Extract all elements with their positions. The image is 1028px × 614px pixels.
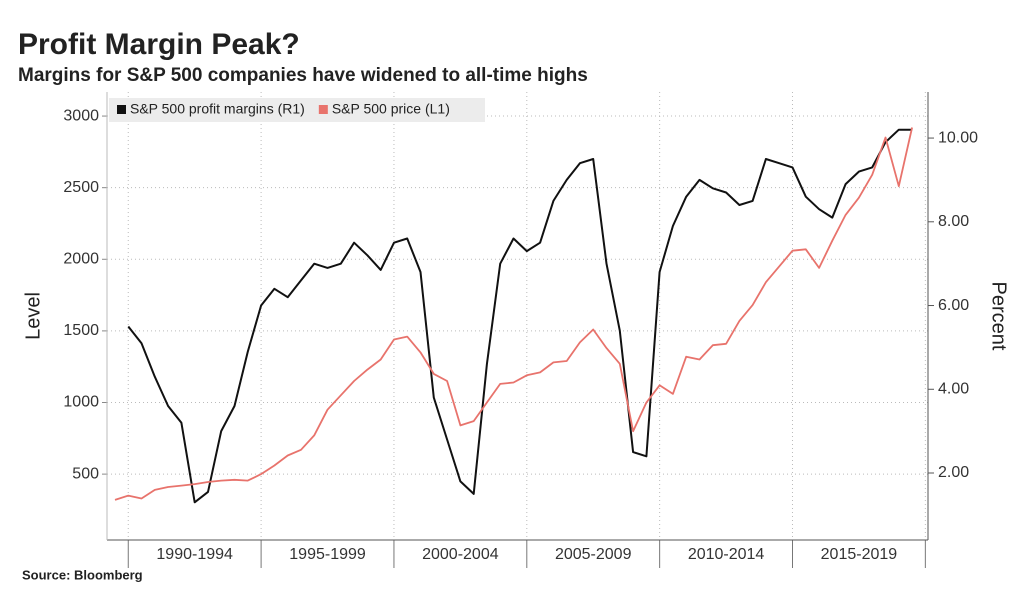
- legend-label: S&P 500 profit margins (R1): [130, 101, 305, 117]
- legend-swatch: [117, 105, 126, 114]
- y-tick-label: 500: [72, 465, 99, 482]
- y2-tick-label: 2.00: [938, 464, 969, 481]
- legend-label: S&P 500 price (L1): [332, 101, 450, 117]
- y-tick-label: 2500: [63, 179, 99, 196]
- x-tick-label: 1995-1999: [289, 546, 366, 563]
- y-tick-label: 2000: [63, 251, 99, 268]
- legend-background: [109, 98, 485, 122]
- y-tick-label: 1500: [63, 322, 99, 339]
- x-tick-label: 1990-1994: [156, 546, 233, 563]
- y-tick-label: 1000: [63, 394, 99, 411]
- x-tick-label: 2010-2014: [688, 546, 765, 563]
- y2-tick-label: 8.00: [938, 213, 969, 230]
- series-line: [127, 128, 913, 504]
- y2-tick-label: 4.00: [938, 380, 969, 397]
- source: Source: Bloomberg: [22, 567, 143, 582]
- x-tick-label: 2015-2019: [821, 546, 898, 563]
- y2-tick-label: 6.00: [938, 297, 969, 314]
- series-line: [114, 127, 913, 501]
- x-tick-label: 2005-2009: [555, 546, 632, 563]
- x-tick-label: 2000-2004: [422, 546, 499, 563]
- y2-tick-label: 10.00: [938, 129, 978, 146]
- chart-title: Profit Margin Peak?: [18, 28, 300, 61]
- chart-subtitle: Margins for S&P 500 companies have widen…: [18, 65, 588, 86]
- y-axis-label: Level: [22, 292, 44, 340]
- y-tick-label: 3000: [63, 107, 99, 124]
- legend-swatch: [318, 105, 328, 114]
- y2-axis-label: Percent: [988, 282, 1010, 351]
